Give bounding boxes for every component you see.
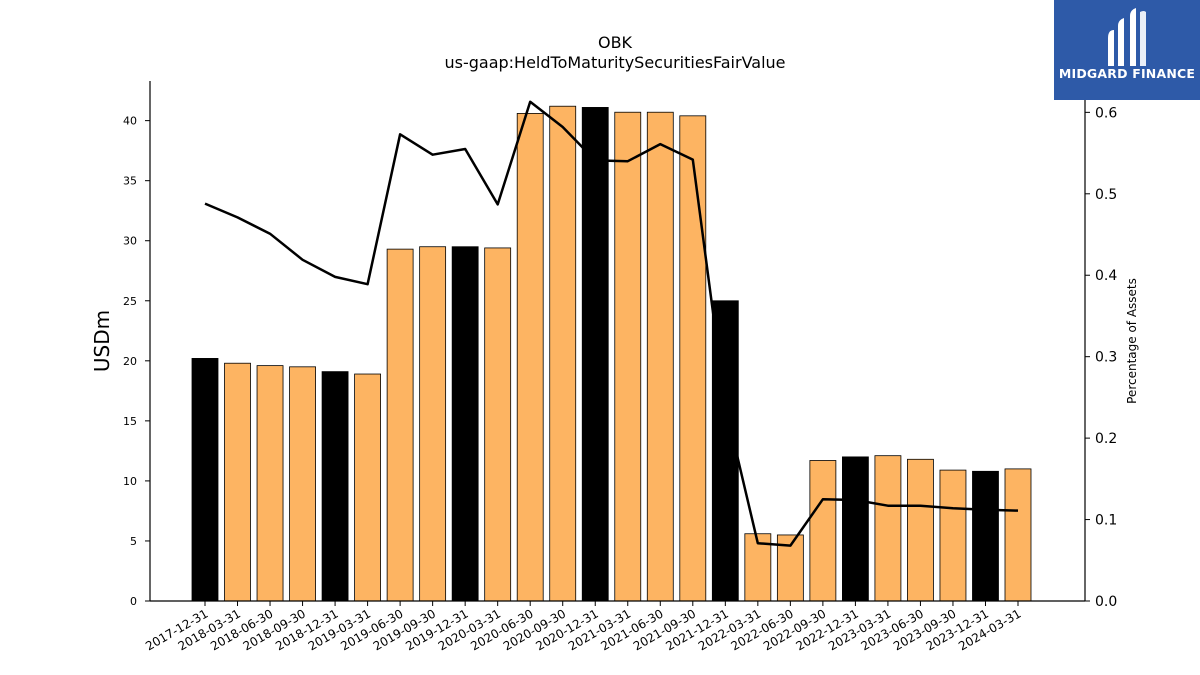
chart-title: OBK	[598, 33, 633, 52]
bar	[842, 456, 869, 602]
bar	[191, 358, 219, 602]
y-tick-label: 0	[130, 595, 137, 608]
chart-subtitle: us-gaap:HeldToMaturitySecuritiesFairValu…	[444, 53, 785, 72]
bar	[581, 107, 609, 602]
bar	[907, 458, 934, 602]
y2-tick-label: 0.5	[1095, 187, 1117, 203]
y-tick-label: 10	[123, 475, 137, 488]
bar	[1004, 468, 1032, 602]
bar	[386, 248, 414, 602]
bar	[614, 111, 642, 602]
logo-mark-icon	[1108, 8, 1146, 66]
bar	[256, 365, 284, 602]
y-tick-label: 5	[130, 535, 137, 548]
bar	[354, 373, 382, 602]
logo-text: MIDGARD FINANCE	[1058, 66, 1196, 81]
y2-tick-label: 0.3	[1095, 350, 1117, 366]
bar-group	[191, 105, 1032, 602]
percentage-line	[204, 100, 1019, 547]
y2-tick-label: 0.6	[1095, 105, 1117, 121]
bar	[224, 362, 251, 602]
y-tick-label: 30	[123, 235, 137, 248]
line-layer	[204, 100, 1019, 547]
y2-tick-label: 0.0	[1095, 594, 1117, 610]
y2-axis-label: Percentage of Assets	[1125, 278, 1139, 404]
bar	[549, 105, 577, 602]
y-tick-label: 25	[123, 295, 137, 308]
bar	[711, 300, 739, 602]
y2-tick-label: 0.2	[1095, 431, 1117, 447]
y2-tick-label: 0.1	[1095, 513, 1117, 529]
bar	[679, 115, 707, 602]
y-tick-label: 35	[123, 175, 137, 188]
bar	[321, 371, 349, 602]
bar	[516, 113, 544, 602]
bar	[484, 247, 512, 602]
y-tick-label: 40	[123, 115, 137, 128]
bar	[419, 246, 447, 602]
bar	[451, 246, 479, 602]
y-tick-label: 20	[123, 355, 137, 368]
bar	[809, 460, 837, 602]
bar	[874, 455, 902, 602]
bar	[646, 111, 674, 602]
bar	[289, 366, 316, 602]
bar	[939, 469, 967, 602]
bar	[972, 470, 999, 602]
y-tick-label: 15	[123, 415, 137, 428]
y2-tick-label: 0.4	[1095, 268, 1117, 284]
y-axis-label: USDm	[90, 310, 114, 372]
company-logo: MIDGARD FINANCE	[1054, 0, 1200, 100]
